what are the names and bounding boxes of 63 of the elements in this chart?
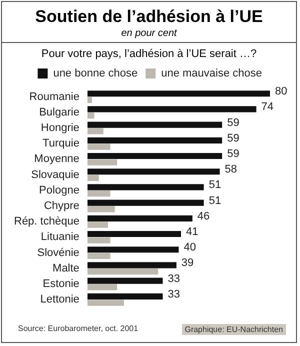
y-tick-label: Rép. tchèque bbox=[14, 216, 80, 228]
bar bbox=[87, 128, 104, 134]
data-label: 59 bbox=[227, 116, 240, 129]
bar bbox=[87, 122, 222, 128]
y-tick-label: Malte bbox=[52, 262, 80, 274]
data-label: 58 bbox=[224, 164, 238, 176]
bar bbox=[87, 96, 92, 104]
legend-label: une bonne chose bbox=[53, 68, 138, 80]
bar bbox=[87, 174, 99, 182]
bar bbox=[87, 300, 124, 306]
bar bbox=[87, 90, 270, 97]
y-tick-label: Turquie bbox=[42, 138, 80, 150]
y-tick-label: Moyenne bbox=[34, 153, 80, 166]
data-label: 33 bbox=[168, 272, 180, 285]
bar bbox=[87, 230, 181, 238]
y-tick-label: Bulgarie bbox=[39, 106, 80, 118]
y-tick-label: Slovénie bbox=[37, 246, 80, 259]
bar bbox=[87, 168, 220, 175]
bar bbox=[87, 252, 110, 260]
data-label: 40 bbox=[184, 242, 196, 254]
bar bbox=[87, 215, 192, 222]
bar bbox=[87, 200, 204, 206]
y-tick-label: Hongrie bbox=[40, 122, 80, 134]
y-tick-label: Lettonie bbox=[40, 294, 80, 306]
chart-subtitle: en pour cent bbox=[2, 28, 296, 43]
bar bbox=[87, 278, 163, 284]
y-tick-label: Chypre bbox=[44, 200, 80, 212]
data-label: 33 bbox=[168, 288, 180, 300]
bar bbox=[87, 268, 158, 275]
bar bbox=[87, 262, 176, 268]
bar bbox=[87, 222, 108, 228]
chart-title: Soutien de l’adhésion à l’UE bbox=[34, 7, 264, 27]
data-label: 59 bbox=[227, 148, 240, 160]
data-label: 46 bbox=[197, 210, 210, 222]
bar bbox=[87, 190, 110, 197]
legend-label: une mauvaise chose bbox=[161, 68, 262, 80]
bar bbox=[87, 159, 118, 166]
data-label: 80 bbox=[275, 86, 288, 98]
bar bbox=[87, 106, 256, 112]
bar bbox=[87, 112, 94, 119]
data-label: 41 bbox=[186, 226, 198, 238]
bar bbox=[87, 206, 115, 212]
data-label: 74 bbox=[261, 101, 274, 114]
text: Pour votre pays, l’adhésion à l’UE serait …? bbox=[40, 48, 258, 60]
bar bbox=[87, 246, 179, 253]
data-label: 51 bbox=[208, 179, 222, 192]
text: Graphique: EU-Nachrichten bbox=[182, 324, 286, 335]
data-label: 51 bbox=[208, 194, 222, 207]
bar bbox=[87, 284, 118, 290]
y-tick-label: Pologne bbox=[39, 184, 80, 196]
bar bbox=[87, 144, 110, 150]
source-note: Source: Eurobarometer, oct. 2001 bbox=[18, 324, 138, 335]
y-tick-label: Lituanie bbox=[40, 231, 80, 244]
bar bbox=[87, 152, 222, 160]
data-label: 39 bbox=[181, 257, 194, 270]
bar bbox=[87, 237, 110, 244]
bar bbox=[87, 137, 222, 144]
y-tick-label: Slovaquie bbox=[31, 168, 80, 181]
y-tick-label: Roumanie bbox=[29, 90, 80, 103]
bar bbox=[87, 293, 163, 300]
data-label: 59 bbox=[227, 132, 240, 144]
y-tick-label: Estonie bbox=[42, 278, 80, 290]
bar bbox=[87, 184, 204, 190]
